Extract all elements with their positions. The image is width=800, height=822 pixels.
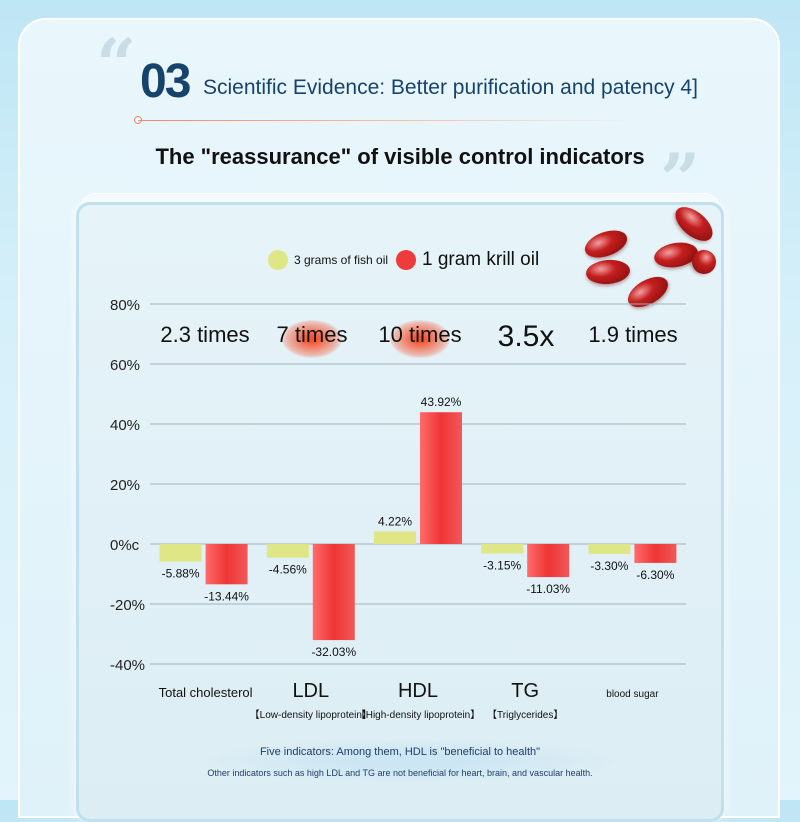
category-sublabel: 【Triglycerides】	[487, 709, 563, 721]
category-label: Total cholesterol	[159, 685, 253, 700]
bar-chart: 80% 60% 40% 20% 0%c -20% -40% -5.88% -4.56% 4.22%…	[110, 297, 686, 721]
y-tick-label: 40%	[110, 417, 140, 434]
category-label: TG	[511, 680, 539, 702]
multiplier-blood-sugar: 1.9 times	[588, 322, 678, 347]
divider-line	[138, 120, 638, 121]
legend-fish-oil: 3 grams of fish oil	[268, 248, 388, 272]
bar-krill-oil	[205, 544, 248, 585]
data-label: 4.22%	[378, 514, 412, 528]
y-tick-label: 20%	[110, 477, 140, 494]
section-number: 03	[140, 55, 191, 108]
highlight-blob	[282, 320, 342, 358]
data-label: 43.92%	[421, 395, 462, 409]
legend-label-krill-oil: 1 gram krill oil	[422, 249, 540, 270]
bar-fish-oil	[588, 544, 631, 554]
legend-swatch-fish-oil	[268, 250, 288, 270]
data-label: -11.03%	[526, 582, 570, 596]
chart-panel	[76, 202, 724, 822]
category-sublabel: 【High-density lipoprotein】	[356, 709, 481, 721]
footer-band	[200, 738, 620, 784]
data-label: -5.88%	[162, 567, 200, 581]
data-label: -32.03%	[311, 645, 356, 659]
multiplier-total-cholesterol: 2.3 times	[160, 322, 250, 347]
y-tick-label: 60%	[110, 357, 140, 374]
open-quote-icon: “	[96, 23, 137, 106]
data-label: -3.30%	[590, 559, 628, 573]
bar-krill-oil	[527, 544, 570, 578]
data-label: -4.56%	[269, 563, 307, 577]
footer-detail: Other indicators such as high LDL and TG…	[207, 768, 593, 778]
bar-fish-oil	[481, 544, 524, 554]
y-tick-label: 80%	[110, 297, 140, 314]
multiplier-ldl: 7 times	[276, 322, 348, 347]
legend-swatch-krill-oil	[396, 250, 416, 270]
y-tick-label: -40%	[110, 657, 145, 674]
multiplier-tg: 3.5x	[497, 320, 555, 353]
footer-note: Five indicators: Among them, HDL is "ben…	[259, 746, 541, 758]
category-sublabel: 【Low-density lipoprotein】	[250, 709, 372, 721]
data-label: -13.44%	[204, 589, 249, 603]
highlight-blob	[390, 320, 450, 358]
data-label: -6.30%	[636, 568, 674, 582]
bar-krill-oil	[312, 544, 355, 641]
bar-krill-oil	[634, 544, 677, 563]
bar-fish-oil	[266, 544, 309, 558]
page-subtitle: The "reassurance" of visible control ind…	[155, 144, 645, 169]
data-label: -3.15%	[483, 558, 521, 572]
section-title: Scientific Evidence: Better purification…	[203, 76, 698, 99]
y-tick-label: -20%	[110, 597, 145, 614]
y-tick-label: 0%c	[110, 537, 140, 554]
category-label: LDL	[292, 680, 329, 702]
category-label: blood sugar	[606, 689, 659, 700]
multiplier-hdl: 10 times	[378, 322, 462, 347]
bar-fish-oil	[159, 544, 202, 562]
bar-krill-oil	[420, 412, 462, 544]
bar-fish-oil	[374, 531, 416, 544]
legend-label-fish-oil: 3 grams of fish oil	[294, 253, 389, 267]
category-label: HDL	[398, 680, 438, 702]
legend-krill-oil: 1 gram krill oil	[396, 248, 539, 272]
